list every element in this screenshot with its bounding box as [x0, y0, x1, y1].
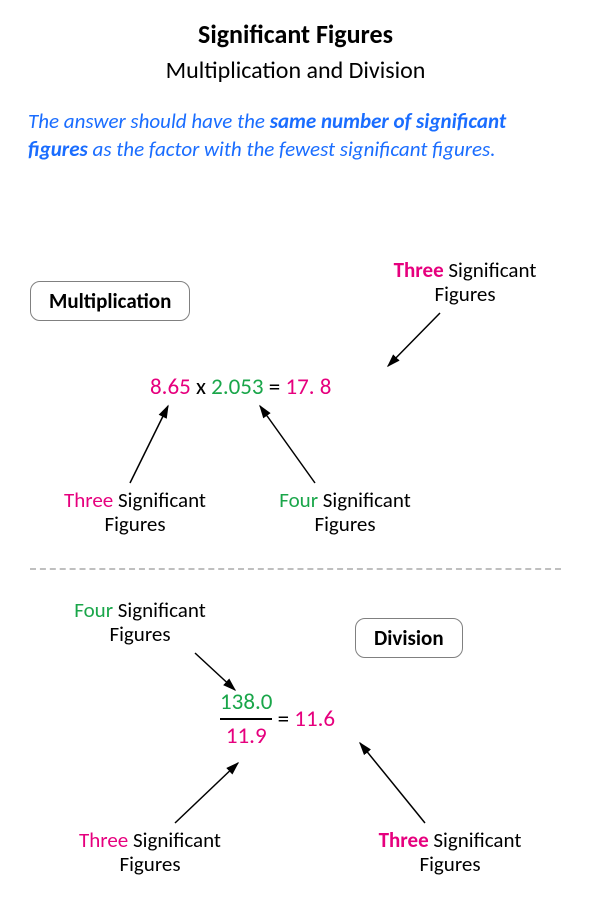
division-label: Division	[355, 618, 463, 658]
mult-equation: 8.65 x 2.053 = 17. 8	[150, 373, 331, 401]
div-num-count: Four	[74, 597, 113, 623]
div-num-rest: Significant Figures	[109, 597, 205, 647]
section-divider	[30, 568, 561, 570]
div-equals: =	[272, 705, 294, 733]
mult-f2-sigfig: Four Significant Figures	[260, 488, 430, 536]
mult-f2-count: Four	[279, 487, 318, 513]
mult-result-sigfig: Three Significant Figures	[380, 258, 550, 306]
div-result: 11.6	[294, 705, 335, 733]
mult-factor1: 8.65	[150, 373, 191, 401]
div-numerator: 138.0	[220, 688, 272, 716]
div-den-sigfig: Three Significant Figures	[60, 828, 240, 876]
mult-f1-rest: Significant Figures	[104, 487, 206, 537]
div-denominator: 11.9	[220, 722, 272, 750]
page-subtitle: Multiplication and Division	[0, 56, 591, 85]
mult-times: x	[191, 373, 211, 401]
mult-result-rest: Significant Figures	[434, 257, 536, 307]
div-num-sigfig: Four Significant Figures	[55, 598, 225, 646]
div-fraction: 138.0 11.9	[220, 688, 272, 750]
multiplication-label: Multiplication	[30, 281, 190, 321]
mult-equals: =	[264, 373, 286, 401]
div-result-count: Three	[379, 827, 429, 853]
rule-part1: The answer should have the	[28, 108, 270, 134]
div-equation: 138.0 11.9 = 11.6	[220, 688, 335, 750]
div-result-rest: Significant Figures	[419, 827, 521, 877]
page-title: Significant Figures	[0, 18, 591, 50]
mult-f1-sigfig: Three Significant Figures	[45, 488, 225, 536]
div-den-rest: Significant Figures	[119, 827, 221, 877]
mult-result: 17. 8	[285, 373, 331, 401]
rule-part2: as the factor with the fewest significan…	[88, 136, 496, 162]
mult-f1-count: Three	[64, 487, 113, 513]
div-result-sigfig: Three Significant Figures	[360, 828, 540, 876]
rule-text: The answer should have the same number o…	[28, 107, 563, 164]
mult-factor2: 2.053	[211, 373, 263, 401]
mult-result-count: Three	[394, 257, 444, 283]
mult-f2-rest: Significant Figures	[314, 487, 410, 537]
fraction-line	[220, 718, 272, 720]
div-den-count: Three	[79, 827, 128, 853]
